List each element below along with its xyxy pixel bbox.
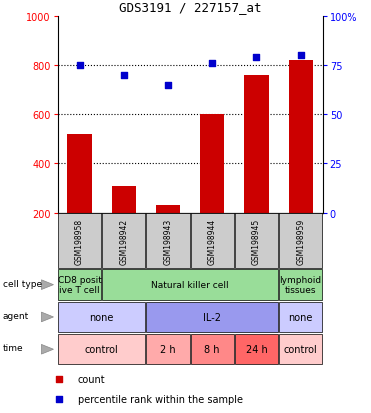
- Text: 8 h: 8 h: [204, 344, 220, 354]
- Bar: [147, 334, 190, 365]
- Bar: [235, 214, 278, 268]
- Bar: [58, 270, 101, 300]
- Point: [77, 62, 83, 69]
- Bar: [289, 61, 313, 213]
- Text: Natural killer cell: Natural killer cell: [151, 280, 229, 290]
- Bar: [279, 302, 322, 332]
- Text: GSM198958: GSM198958: [75, 218, 84, 264]
- Bar: [58, 334, 145, 365]
- Text: control: control: [85, 344, 119, 354]
- Bar: [102, 214, 145, 268]
- Bar: [235, 334, 278, 365]
- Bar: [191, 334, 234, 365]
- Point: [253, 55, 259, 61]
- Text: IL-2: IL-2: [203, 312, 221, 322]
- Text: none: none: [89, 312, 114, 322]
- Bar: [147, 302, 278, 332]
- Point: [298, 52, 303, 59]
- Bar: [156, 206, 180, 213]
- Text: 24 h: 24 h: [246, 344, 267, 354]
- Text: control: control: [284, 344, 318, 354]
- Text: cell type: cell type: [3, 279, 42, 288]
- Bar: [191, 214, 234, 268]
- Bar: [279, 214, 322, 268]
- Bar: [58, 302, 145, 332]
- Text: none: none: [289, 312, 313, 322]
- Polygon shape: [42, 312, 53, 322]
- Text: GSM198942: GSM198942: [119, 218, 128, 264]
- Point: [121, 72, 127, 79]
- Title: GDS3191 / 227157_at: GDS3191 / 227157_at: [119, 1, 262, 14]
- Bar: [279, 334, 322, 365]
- Text: GSM198945: GSM198945: [252, 218, 261, 264]
- Bar: [279, 270, 322, 300]
- Text: lymphoid
tissues: lymphoid tissues: [280, 275, 322, 294]
- Polygon shape: [42, 344, 53, 354]
- Text: time: time: [3, 343, 23, 352]
- Bar: [112, 186, 136, 213]
- Text: count: count: [78, 374, 105, 384]
- Text: GSM198944: GSM198944: [208, 218, 217, 264]
- Point: [56, 376, 62, 382]
- Bar: [244, 76, 269, 213]
- Text: percentile rank within the sample: percentile rank within the sample: [78, 394, 243, 404]
- Text: agent: agent: [3, 311, 29, 320]
- Bar: [102, 270, 278, 300]
- Point: [209, 60, 215, 67]
- Text: CD8 posit
ive T cell: CD8 posit ive T cell: [58, 275, 102, 294]
- Bar: [147, 214, 190, 268]
- Text: GSM198943: GSM198943: [164, 218, 173, 264]
- Bar: [58, 214, 101, 268]
- Polygon shape: [42, 280, 53, 290]
- Point: [165, 82, 171, 89]
- Text: 2 h: 2 h: [160, 344, 176, 354]
- Bar: [200, 115, 224, 213]
- Bar: [68, 135, 92, 213]
- Point: [56, 395, 62, 402]
- Text: GSM198959: GSM198959: [296, 218, 305, 264]
